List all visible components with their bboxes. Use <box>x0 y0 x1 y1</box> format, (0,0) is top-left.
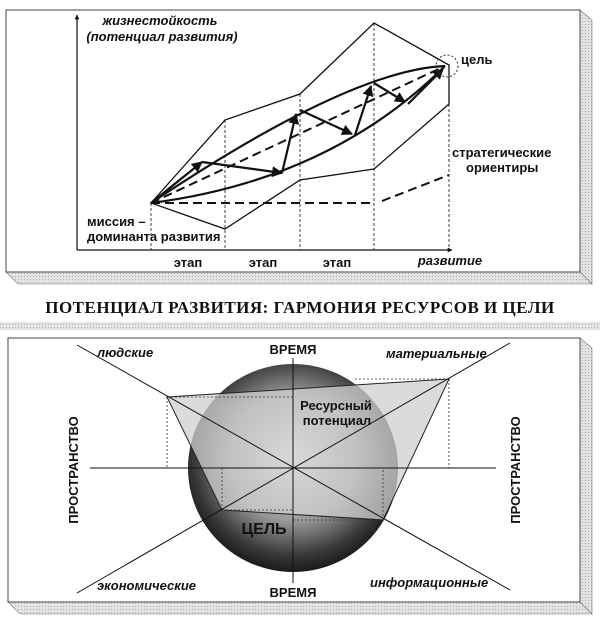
stage-label: этап <box>249 255 277 270</box>
time-label-bottom: ВРЕМЯ <box>270 585 317 600</box>
panel-bevel-right <box>579 337 593 615</box>
separator-band <box>0 322 600 330</box>
strategic-label-1: стратегические <box>452 145 551 160</box>
zigzag-arrow <box>201 160 284 178</box>
panel-bevel-bottom <box>7 601 593 615</box>
zigzag-path <box>150 68 444 204</box>
zigzag-arrow <box>280 112 300 174</box>
strategic-label-2: ориентиры <box>466 160 538 175</box>
mission-label-1: миссия – <box>87 214 146 229</box>
top-panel: жизнестойкость (потенциал развития) разв… <box>5 9 593 285</box>
resource-potential-label-2: потенциал <box>303 413 371 428</box>
goal-center-label: ЦЕЛЬ <box>241 521 286 538</box>
stage-label: этап <box>174 255 202 270</box>
direct-path-dashed <box>150 65 446 204</box>
mission-label-2: доминанта развития <box>87 229 221 244</box>
stage-label: этап <box>323 255 351 270</box>
axis-label-economic: экономические <box>97 578 196 593</box>
panel-bevel-right <box>579 9 593 285</box>
zigzag-arrow <box>353 84 374 136</box>
axis-label-material: материальные <box>386 346 487 361</box>
zigzag-arrow <box>150 161 203 204</box>
resource-potential-label-1: Ресурсный <box>300 398 372 413</box>
panel-bevel-bottom <box>5 271 593 285</box>
development-corridor <box>149 22 450 230</box>
stage-dividers <box>150 23 450 250</box>
zigzag-arrow <box>407 68 444 105</box>
axis-label-people: людские <box>96 345 153 360</box>
space-label-right: ПРОСТРАНСТВО <box>508 416 523 523</box>
optimal-trajectory-curve <box>150 65 446 205</box>
space-label-left: ПРОСТРАНСТВО <box>66 416 81 523</box>
y-axis-label-2: (потенциал развития) <box>86 29 237 44</box>
goal-marker <box>435 54 459 78</box>
zigzag-arrow <box>299 109 353 135</box>
axis-label-information: информационные <box>370 575 488 590</box>
y-axis-label-1: жизнестойкость <box>102 13 218 28</box>
x-axis-label: развитие <box>417 253 482 268</box>
time-label-top: ВРЕМЯ <box>270 342 317 357</box>
material-economic-axis <box>76 342 511 594</box>
diagram-title: ПОТЕНЦИАЛ РАЗВИТИЯ: ГАРМОНИЯ РЕСУРСОВ И … <box>45 298 555 317</box>
panel-face <box>5 9 581 273</box>
strategic-guidelines-line <box>151 174 450 204</box>
projection-lines <box>166 378 450 521</box>
zigzag-arrow <box>373 82 406 103</box>
goal-label: цель <box>461 52 492 67</box>
bottom-panel: ВРЕМЯ ВРЕМЯ ПРОСТРАНСТВО ПРОСТРАНСТВО лю… <box>0 322 600 615</box>
